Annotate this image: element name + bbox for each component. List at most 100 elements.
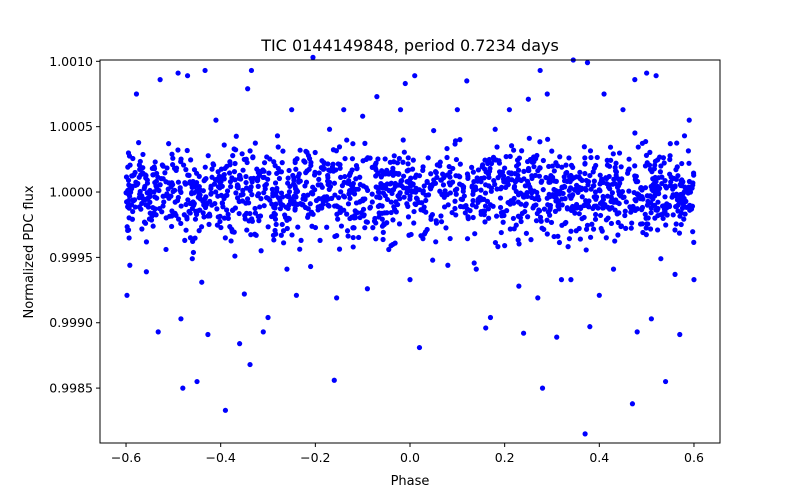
data-point <box>150 205 156 211</box>
data-point <box>216 173 222 179</box>
data-point <box>655 199 661 205</box>
data-point <box>309 223 315 229</box>
data-point <box>260 329 266 335</box>
data-point <box>196 228 202 234</box>
data-point <box>177 187 183 193</box>
data-point <box>554 334 560 340</box>
data-point <box>230 153 236 159</box>
data-point <box>145 195 151 201</box>
chart-title: TIC 0144149848, period 0.7234 days <box>260 36 559 55</box>
data-point <box>691 239 697 245</box>
data-point <box>238 176 244 182</box>
data-point <box>678 210 684 216</box>
data-point <box>470 214 476 221</box>
data-point <box>139 226 145 232</box>
data-point <box>486 174 492 181</box>
data-point <box>579 185 585 191</box>
data-point <box>354 210 360 216</box>
data-point <box>673 221 679 227</box>
data-point <box>332 233 338 240</box>
data-point <box>643 225 649 231</box>
data-point <box>434 162 440 168</box>
data-point <box>236 210 242 217</box>
data-point <box>194 180 200 186</box>
data-point <box>192 216 199 222</box>
data-point <box>231 229 237 235</box>
data-point <box>537 139 543 145</box>
data-point <box>615 183 622 189</box>
data-point <box>183 201 189 208</box>
data-point <box>209 166 215 172</box>
data-point <box>678 198 684 204</box>
data-point <box>353 162 360 169</box>
data-point <box>365 187 371 193</box>
data-point <box>225 211 231 217</box>
data-point <box>227 179 234 185</box>
data-point <box>127 262 133 268</box>
data-point <box>563 170 569 176</box>
data-point <box>303 179 310 185</box>
data-point <box>284 266 290 272</box>
data-point <box>378 181 384 187</box>
data-point <box>261 203 267 209</box>
data-point <box>587 234 594 240</box>
data-point <box>304 149 310 155</box>
data-point <box>248 232 254 238</box>
data-point <box>608 157 614 163</box>
data-point <box>308 210 315 216</box>
data-point <box>565 178 571 184</box>
data-point <box>623 225 629 231</box>
data-point <box>453 212 459 218</box>
data-point <box>592 216 599 222</box>
data-point <box>537 165 543 171</box>
data-point <box>249 192 255 198</box>
data-point <box>256 218 262 224</box>
data-point <box>160 176 166 182</box>
data-point <box>300 202 306 208</box>
data-point <box>469 164 475 170</box>
data-point <box>497 195 504 201</box>
data-point <box>470 198 476 204</box>
data-point <box>657 169 664 175</box>
data-point <box>215 184 222 190</box>
data-point <box>390 187 397 193</box>
data-point <box>126 153 133 159</box>
data-point <box>628 225 634 231</box>
data-point <box>440 182 447 188</box>
data-point <box>620 194 626 201</box>
data-point <box>530 205 536 211</box>
data-point <box>525 214 531 220</box>
data-point <box>342 173 348 180</box>
data-point <box>515 161 522 167</box>
data-point <box>186 172 192 178</box>
data-point <box>265 176 271 182</box>
data-point <box>295 224 301 230</box>
data-point <box>327 179 333 185</box>
data-point <box>130 208 136 215</box>
data-point <box>531 164 537 170</box>
data-point <box>616 150 623 156</box>
data-point <box>515 192 522 198</box>
y-axis: 0.9985 0.9990 0.9995 1.0000 1.0005 1.0010 <box>49 54 100 396</box>
data-point <box>244 196 251 202</box>
data-point <box>145 204 152 210</box>
data-point <box>255 183 261 189</box>
data-point <box>371 218 378 224</box>
data-point <box>577 236 583 242</box>
data-point <box>570 203 576 210</box>
data-point <box>444 145 450 152</box>
data-point <box>416 344 423 351</box>
data-point <box>347 215 353 222</box>
data-point <box>473 204 479 210</box>
data-point <box>185 197 191 203</box>
data-point <box>643 215 649 221</box>
data-point <box>376 214 382 220</box>
y-tick-label: 0.9985 <box>49 381 93 396</box>
data-point <box>485 206 491 212</box>
data-point <box>126 235 132 241</box>
data-point <box>151 164 157 170</box>
data-point <box>153 183 159 189</box>
data-point <box>396 191 403 198</box>
data-point <box>316 176 322 182</box>
data-point <box>619 176 625 182</box>
